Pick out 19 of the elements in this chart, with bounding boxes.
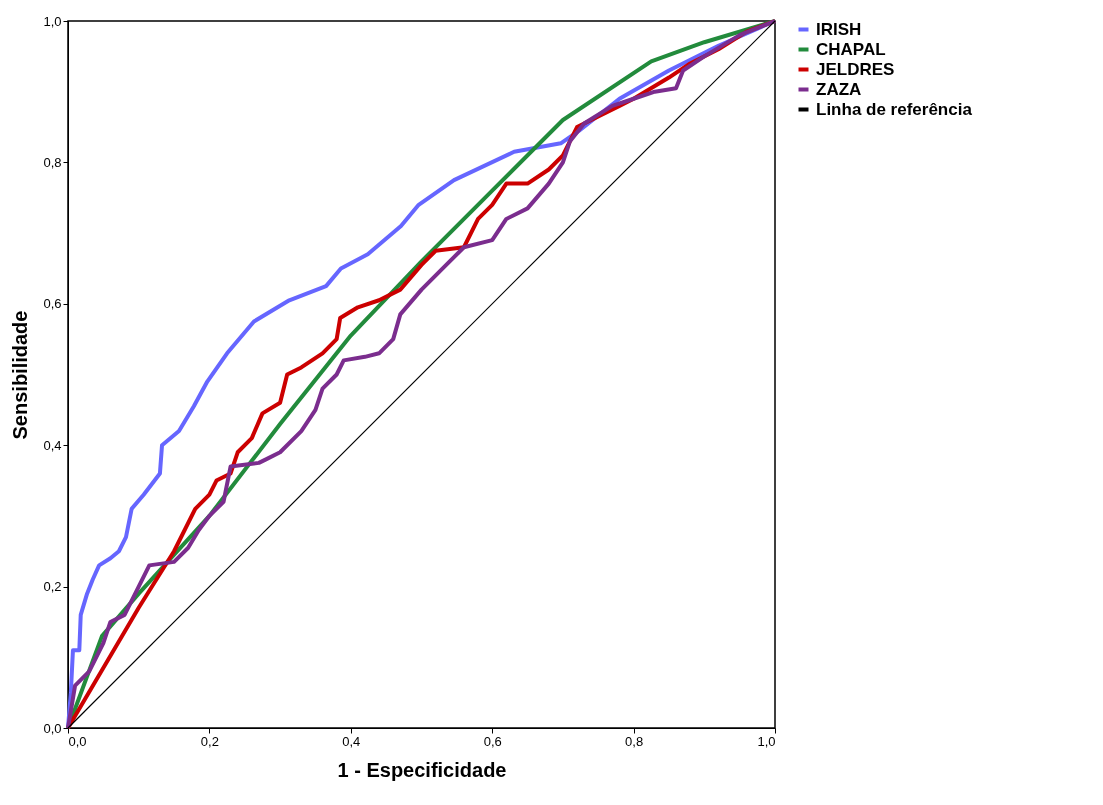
legend-label: IRISH: [816, 19, 862, 39]
x-axis-title: 1 - Especificidade: [337, 758, 507, 781]
legend-label: ZAZA: [816, 79, 862, 99]
x-tick-label: 0,8: [625, 733, 644, 749]
legend-label: Linha de referência: [816, 99, 973, 119]
x-tick-label: 1,0: [757, 733, 776, 749]
x-tick-label: 0,4: [342, 733, 361, 749]
x-tick-label: 0,6: [483, 733, 502, 749]
legend-label: CHAPAL: [816, 39, 886, 59]
y-tick-label: 0,6: [43, 296, 62, 312]
y-tick-label: 0,2: [43, 579, 62, 595]
y-tick-label: 1,0: [43, 13, 62, 29]
y-tick-label: 0,0: [43, 720, 62, 736]
x-tick-label: 0,0: [68, 733, 87, 749]
y-axis-title: Sensibilidade: [9, 310, 32, 440]
y-tick-label: 0,8: [43, 154, 62, 170]
x-tick-label: 0,2: [200, 733, 219, 749]
y-tick-label: 0,4: [43, 437, 62, 453]
legend-label: JELDRES: [816, 59, 895, 79]
